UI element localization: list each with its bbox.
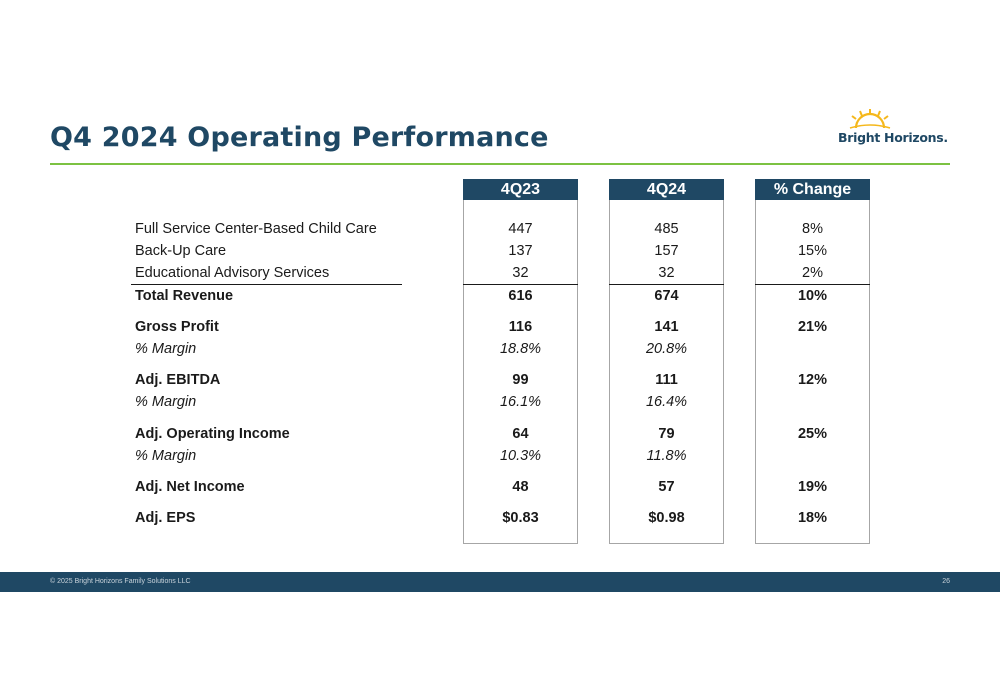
table-row: Educational Advisory Services 32 32 2% [0, 263, 1000, 283]
separator-line [755, 284, 870, 285]
value-change: 12% [797, 372, 828, 388]
value-4q24: $0.98 [648, 510, 685, 526]
footer-bar: © 2025 Bright Horizons Family Solutions … [0, 572, 1000, 592]
value-change: 18% [797, 510, 828, 526]
column-header-4q24: 4Q24 [609, 179, 724, 200]
logo-text: Bright Horizons. [838, 130, 948, 145]
value-change: 8% [802, 221, 823, 237]
table-row: Adj. EPS $0.83 $0.98 18% [0, 508, 1000, 528]
row-label: Back-Up Care [135, 243, 227, 259]
value-4q23: 616 [508, 288, 533, 304]
separator-line [131, 284, 402, 285]
value-4q23: 16.1% [499, 394, 542, 410]
sun-rays-icon [849, 109, 891, 129]
table-row: % Margin 10.3% 11.8% [0, 446, 1000, 466]
value-4q24: 20.8% [645, 341, 688, 357]
table-row: Adj. Operating Income 64 79 25% [0, 424, 1000, 444]
page-title: Q4 2024 Operating Performance [50, 122, 549, 153]
value-4q24: 16.4% [645, 394, 688, 410]
value-4q24: 11.8% [646, 448, 687, 464]
value-4q24: 485 [654, 221, 679, 237]
value-4q23: $0.83 [502, 510, 539, 526]
table-row: % Margin 18.8% 20.8% [0, 339, 1000, 359]
row-label: % Margin [135, 448, 197, 464]
column-header-4q23: 4Q23 [463, 179, 578, 200]
row-label: Adj. Operating Income [135, 426, 290, 442]
value-change: 21% [797, 319, 828, 335]
value-4q24: 157 [654, 243, 679, 259]
value-4q24: 141 [654, 319, 679, 335]
value-4q23: 18.8% [499, 341, 542, 357]
table-row: Adj. EBITDA 99 111 12% [0, 370, 1000, 390]
value-4q23: 32 [512, 265, 529, 281]
brand-logo: Bright Horizons. [838, 108, 953, 150]
row-label: % Margin [135, 394, 197, 410]
value-change: 2% [802, 265, 823, 281]
value-change: 19% [797, 479, 828, 495]
value-4q23: 116 [508, 319, 533, 335]
row-label: Adj. EPS [135, 510, 196, 526]
table-row: Adj. Net Income 48 57 19% [0, 477, 1000, 497]
row-label: Educational Advisory Services [135, 265, 330, 281]
table-row: Full Service Center-Based Child Care 447… [0, 219, 1000, 239]
row-label: Adj. EBITDA [135, 372, 221, 388]
table-row: Total Revenue 616 674 10% [0, 286, 1000, 306]
row-label: Total Revenue [135, 288, 234, 304]
table-row: Back-Up Care 137 157 15% [0, 241, 1000, 261]
row-label: Adj. Net Income [135, 479, 245, 495]
row-label: % Margin [135, 341, 197, 357]
value-4q24: 57 [658, 479, 675, 495]
value-4q24: 32 [658, 265, 675, 281]
table-row: % Margin 16.1% 16.4% [0, 392, 1000, 412]
value-4q23: 48 [512, 479, 529, 495]
value-4q23: 447 [508, 221, 533, 237]
value-4q24: 674 [654, 288, 679, 304]
value-change: 25% [797, 426, 828, 442]
row-label: Gross Profit [135, 319, 219, 335]
separator-line [463, 284, 578, 285]
value-4q23: 10.3% [499, 448, 542, 464]
table-row: Gross Profit 116 141 21% [0, 317, 1000, 337]
copyright-text: © 2025 Bright Horizons Family Solutions … [50, 578, 191, 585]
value-change: 10% [797, 288, 828, 304]
separator-line [609, 284, 724, 285]
title-underline [50, 163, 950, 165]
row-label: Full Service Center-Based Child Care [135, 221, 377, 237]
value-4q24: 111 [655, 372, 678, 388]
value-4q23: 99 [512, 372, 529, 388]
value-4q24: 79 [658, 426, 675, 442]
page-number: 26 [942, 578, 950, 585]
column-header-change: % Change [755, 179, 870, 200]
value-4q23: 137 [508, 243, 533, 259]
value-4q23: 64 [512, 426, 529, 442]
value-change: 15% [797, 243, 828, 259]
